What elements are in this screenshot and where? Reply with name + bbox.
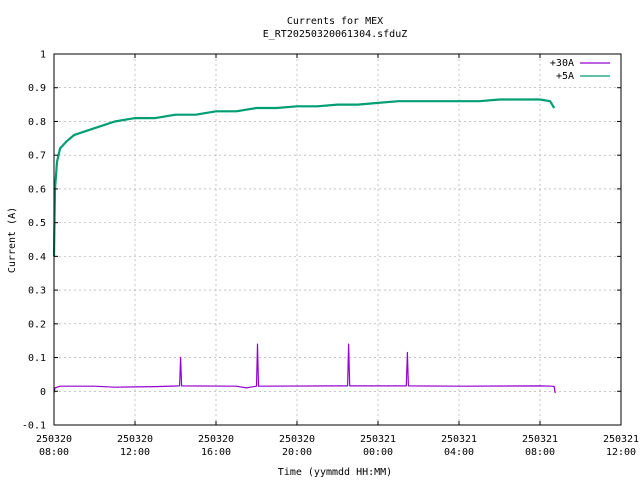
y-tick-label: 0.3 <box>28 286 46 297</box>
x-tick-label-date: 250321 <box>522 434 558 445</box>
x-tick-label-date: 250321 <box>360 434 396 445</box>
x-tick-label-time: 12:00 <box>606 447 636 458</box>
x-tick-label-date: 250321 <box>603 434 639 445</box>
series-layer <box>52 98 556 394</box>
x-tick-label-time: 08:00 <box>525 447 555 458</box>
y-tick-label: 0.5 <box>28 218 46 229</box>
plot-frame <box>53 53 622 426</box>
legend-label-5a: +5A <box>556 71 574 82</box>
x-tick-label-time: 00:00 <box>363 447 393 458</box>
x-tick-label-time: 08:00 <box>39 447 69 458</box>
axis-ticks: -0.1 0 0.1 0.2 0.3 0.4 0.5 0.6 0.7 0.8 0.9 1 250320 0… <box>22 50 639 459</box>
x-axis-label: Time (yymmdd HH:MM) <box>278 467 392 478</box>
y-tick-label: 0.1 <box>28 353 46 364</box>
legend-label-30a: +30A <box>550 58 574 69</box>
chart-subtitle: E_RT20250320061304.sfduZ <box>263 29 408 40</box>
x-tick-label-date: 250320 <box>117 434 153 445</box>
x-tick-label-date: 250321 <box>441 434 477 445</box>
y-tick-label: 0.9 <box>28 83 46 94</box>
y-tick-label: 0.8 <box>28 117 46 128</box>
y-tick-label: 0 <box>40 387 46 398</box>
y-axis-label: Current (A) <box>7 207 18 273</box>
y-tick-label: 0.2 <box>28 319 46 330</box>
x-tick-label-time: 16:00 <box>201 447 231 458</box>
y-tick-label: 0.4 <box>28 252 46 263</box>
y-tick-label: 0.6 <box>28 184 46 195</box>
chart-title: Currents for MEX <box>287 16 383 27</box>
legend: +30A +5A <box>550 58 610 82</box>
x-tick-label-date: 250320 <box>279 434 315 445</box>
series-line-5a <box>52 98 556 257</box>
x-tick-label-time: 04:00 <box>444 447 474 458</box>
grid <box>54 54 621 425</box>
x-tick-label-time: 20:00 <box>282 447 312 458</box>
y-tick-label: -0.1 <box>22 421 46 432</box>
y-tick-label: 0.7 <box>28 151 46 162</box>
y-tick-label: 1 <box>40 50 46 61</box>
x-tick-label-date: 250320 <box>198 434 234 445</box>
series-line-30a <box>53 343 556 394</box>
x-tick-label-date: 250320 <box>36 434 72 445</box>
x-tick-label-time: 12:00 <box>120 447 150 458</box>
